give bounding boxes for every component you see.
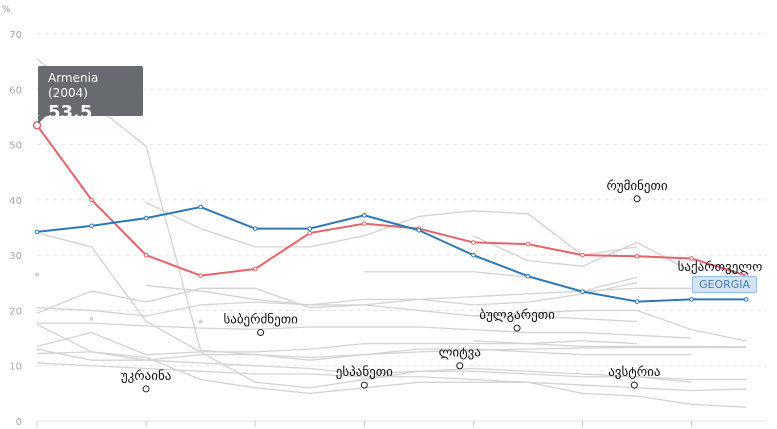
other-country-line [473,340,638,345]
armenia-line-point [525,241,531,247]
y-axis-label: % [2,5,11,15]
annotation-label: ესპანეთი [336,365,393,380]
annotation-marker [257,329,265,337]
y-tick-label: 20 [9,306,22,317]
other-country-line [36,362,747,392]
georgia-line-point [525,273,531,279]
georgia-line-point [634,299,640,304]
georgia-line-point [689,297,694,302]
georgia-line-point [252,226,258,231]
annotation-marker [360,381,368,389]
armenia-line-point [143,252,149,258]
armenia-line-point [307,230,313,236]
other-country-line [146,282,638,306]
armenia-line-point [362,221,367,226]
georgia-line-point [89,223,94,229]
armenia-line-point [634,253,640,259]
annotation-marker [142,385,150,393]
y-tick-label: 50 [9,141,22,152]
y-tick-label: 10 [9,362,22,373]
armenia-line-point [689,256,694,261]
annotation-label: უკრაინა [121,369,172,384]
annotation-label: ბულგარეთი [479,308,555,323]
annotation-marker [630,381,638,389]
georgia-line-point [416,227,422,233]
other-country-line [145,202,638,256]
georgia-line [36,206,747,303]
other-country-line [36,331,747,356]
armenia-line-point [198,273,203,278]
annotation-marker [633,195,641,203]
other-country-line [37,322,692,339]
armenia-line-point [89,197,94,203]
other-country-line-point [35,272,39,277]
georgia-line-point [34,229,40,235]
tooltip: Armenia (2004) 53.5 [38,66,143,124]
other-country-line-point [89,316,94,321]
annotation-label: ლიტვა [439,346,481,361]
other-country-line [36,287,638,323]
y-tick-label: 30 [9,251,22,262]
y-tick-label: 60 [9,85,22,96]
georgia-line-point [471,252,476,258]
georgia-line-point [143,215,149,221]
annotation-marker [456,362,464,370]
armenia-line [36,124,747,277]
georgia-end-label: საქართველო [678,260,763,275]
georgia-line-point [580,289,585,294]
georgia-line-point [198,204,203,210]
tooltip-value: 53.5 [48,102,93,123]
annotation-label: ავსტრია [608,365,660,380]
other-country-line [36,287,692,317]
georgia-line-point [743,297,749,302]
tooltip-title: Armenia (2004) [48,71,99,100]
other-country-line [364,271,638,292]
y-tick-label: 40 [9,196,22,207]
annotation-label: საბერძნეთი [223,313,298,328]
other-country-line [36,58,747,359]
other-country-line [473,309,747,342]
armenia-line-point [471,240,476,245]
georgia-line-point [362,213,367,218]
y-tick-label: 70 [9,30,22,41]
georgia-line-point [307,226,313,231]
y-tick-label: 0 [16,417,22,428]
other-country-line-point [198,319,203,324]
other-country-line [36,348,692,383]
annotation-marker [513,324,521,332]
georgia-series-badge[interactable]: GEORGIA [692,276,758,293]
other-country-line [473,235,692,273]
annotation-label: რუმინეთი [606,179,667,194]
armenia-line-point [580,252,585,258]
armenia-line-point [252,266,258,272]
